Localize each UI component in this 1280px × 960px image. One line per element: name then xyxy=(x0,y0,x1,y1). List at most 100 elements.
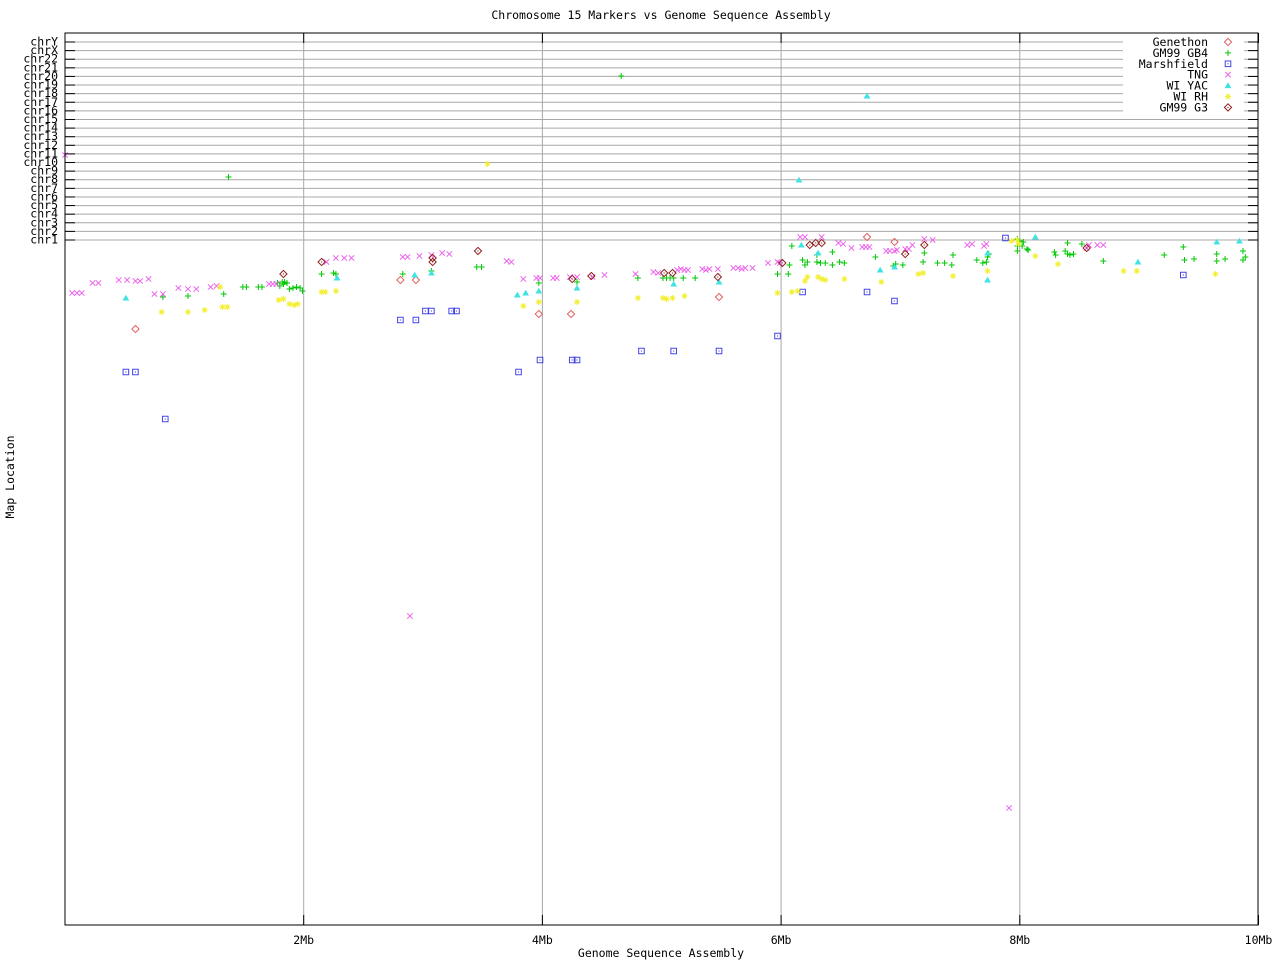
gm99-gb4-point xyxy=(973,257,980,263)
tng-point xyxy=(508,258,515,266)
tng-point xyxy=(735,264,742,272)
gm99-gb4-point xyxy=(478,264,485,270)
marshfield-point xyxy=(774,332,781,340)
gm99-gb4-point xyxy=(1020,239,1027,245)
gm99-gb4-point xyxy=(289,285,296,291)
gm99-g3-point xyxy=(900,249,910,259)
gm99-gb4-point xyxy=(243,284,250,290)
tng-point xyxy=(193,285,200,293)
gm99-gb4-point xyxy=(184,293,191,299)
gm99-gb4-point xyxy=(1222,256,1229,262)
wi-rh-point xyxy=(1015,241,1022,247)
wi-rh-point xyxy=(1120,268,1127,274)
wi-rh-point xyxy=(201,307,208,313)
marshfield-point xyxy=(132,368,139,376)
gm99-gb4-point xyxy=(1213,258,1220,264)
gm99-g3-point xyxy=(920,240,929,250)
genethon-point xyxy=(862,232,872,242)
tng-point xyxy=(184,285,191,293)
tng-point xyxy=(446,250,453,258)
y-tick-label: chr9 xyxy=(30,164,58,178)
tng-point xyxy=(406,612,413,620)
gm99-gb4-point xyxy=(574,279,581,285)
wi-rh-point xyxy=(1008,238,1015,244)
gm99-g3-point xyxy=(817,238,826,248)
wi-yac-point xyxy=(984,249,991,256)
gm99-gb4-point xyxy=(799,257,806,263)
chart-title: Chromosome 15 Markers vs Genome Sequence… xyxy=(491,8,830,22)
gm99-gb4-point xyxy=(934,260,941,266)
genethon-point xyxy=(411,275,421,285)
gm99-gb4-point xyxy=(921,250,928,256)
genethon-point xyxy=(890,237,899,247)
y-tick-label: chr12 xyxy=(23,138,58,152)
tng-point xyxy=(929,236,936,244)
legend-label: Genethon xyxy=(1153,35,1208,49)
wi-rh-point xyxy=(659,295,666,301)
marshfield-point xyxy=(453,307,460,315)
gm99-gb4-point xyxy=(286,286,293,292)
tng-point xyxy=(323,258,330,266)
y-tick-label: chr6 xyxy=(30,189,58,203)
wi-rh-point xyxy=(1032,253,1039,259)
gm99-gb4-point xyxy=(920,259,927,265)
tng-point xyxy=(866,243,873,251)
marshfield-point xyxy=(891,297,898,305)
gm99-gb4-point xyxy=(948,262,955,268)
gm99-gb4-point xyxy=(1070,251,1077,257)
legend-label: WI YAC xyxy=(1166,79,1208,93)
series-wi-rh xyxy=(158,161,1219,315)
tng-point xyxy=(801,233,809,241)
y-tick-label: chr20 xyxy=(23,69,58,83)
tng-point xyxy=(124,276,131,284)
legend-item-wi-yac: WI YAC xyxy=(1166,79,1232,93)
gm99-gb4-point xyxy=(1025,247,1032,253)
y-tick-label: chrX xyxy=(30,43,58,57)
y-tick-label: chr7 xyxy=(30,181,58,195)
tng-point xyxy=(601,271,608,279)
wi-yac-point xyxy=(573,284,581,291)
gm99-gb4-point xyxy=(899,262,906,268)
gm99-gb4-point xyxy=(680,275,687,281)
legend-item-gm99-gb4: GM99 GB4 xyxy=(1153,46,1231,60)
wi-yac-point xyxy=(876,266,884,273)
legend-label: WI RH xyxy=(1173,90,1208,104)
marshfield-point xyxy=(122,368,130,376)
wi-rh-point xyxy=(520,303,527,309)
gm99-gb4-point xyxy=(1014,248,1021,254)
gm99-gb4-point xyxy=(220,291,227,297)
y-tick-label: chr2 xyxy=(30,224,58,238)
gm99-g3-point xyxy=(713,272,723,282)
series-marshfield xyxy=(122,234,1187,423)
gm99-gb4-point xyxy=(1023,246,1030,252)
square-dot-icon xyxy=(1224,60,1232,68)
wi-yac-point xyxy=(333,274,341,281)
gm99-gb4-point xyxy=(299,288,306,294)
y-tick-label: chr22 xyxy=(23,52,58,66)
gm99-g3-point xyxy=(428,257,437,267)
x-tick-label: 4Mb xyxy=(532,933,553,947)
wi-rh-point xyxy=(1212,271,1219,277)
genethon-point xyxy=(396,275,405,285)
wi-rh-point xyxy=(184,309,191,315)
wi-rh-point xyxy=(1054,261,1061,267)
gm99-gb4-point xyxy=(332,271,339,277)
wi-rh-point xyxy=(822,277,829,283)
wi-rh-point xyxy=(219,304,226,310)
wi-rh-point xyxy=(663,296,670,302)
gm99-g3-point xyxy=(279,269,288,279)
tng-point xyxy=(677,265,684,273)
y-tick-label: chrY xyxy=(30,35,58,49)
gm99-gb4-point xyxy=(872,254,879,260)
tng-point xyxy=(137,277,144,285)
series-genethon xyxy=(131,232,899,334)
wi-yac-point xyxy=(863,92,871,99)
wi-rh-point xyxy=(217,284,224,290)
x-tick-label: 10Mb xyxy=(1245,933,1273,947)
tng-point xyxy=(699,265,706,273)
tng-point xyxy=(797,233,804,241)
y-tick-label: chr11 xyxy=(23,146,58,160)
gm99-g3-point xyxy=(473,246,483,256)
tng-point xyxy=(818,233,825,241)
